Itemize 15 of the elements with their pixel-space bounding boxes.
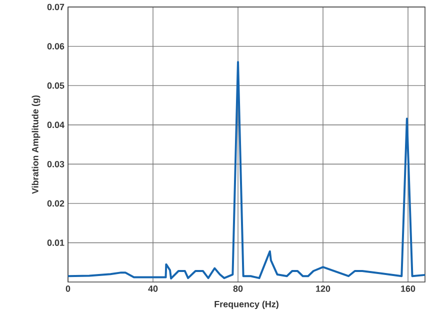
y-tick-label: 0.01 [47, 240, 64, 246]
x-tick-label: 0 [66, 286, 70, 292]
y-tick-label: 0.06 [47, 43, 64, 50]
y-axis-title: Vibration Amplitude (g) [32, 95, 40, 194]
x-axis-title: Frequency (Hz) [214, 300, 278, 310]
line-series [68, 61, 426, 280]
y-tick-label: 0.05 [47, 82, 64, 89]
x-tick-label: 80 [233, 286, 243, 292]
y-tick-label: 0.04 [47, 122, 64, 128]
x-tick-label: 160 [401, 286, 416, 292]
y-tick-label: 0.03 [47, 160, 64, 168]
x-tick-label: 120 [316, 286, 330, 292]
y-tick-label: 0.07 [47, 4, 64, 10]
x-tick-label: 40 [148, 286, 158, 292]
y-tick-label: 0.02 [47, 200, 64, 207]
